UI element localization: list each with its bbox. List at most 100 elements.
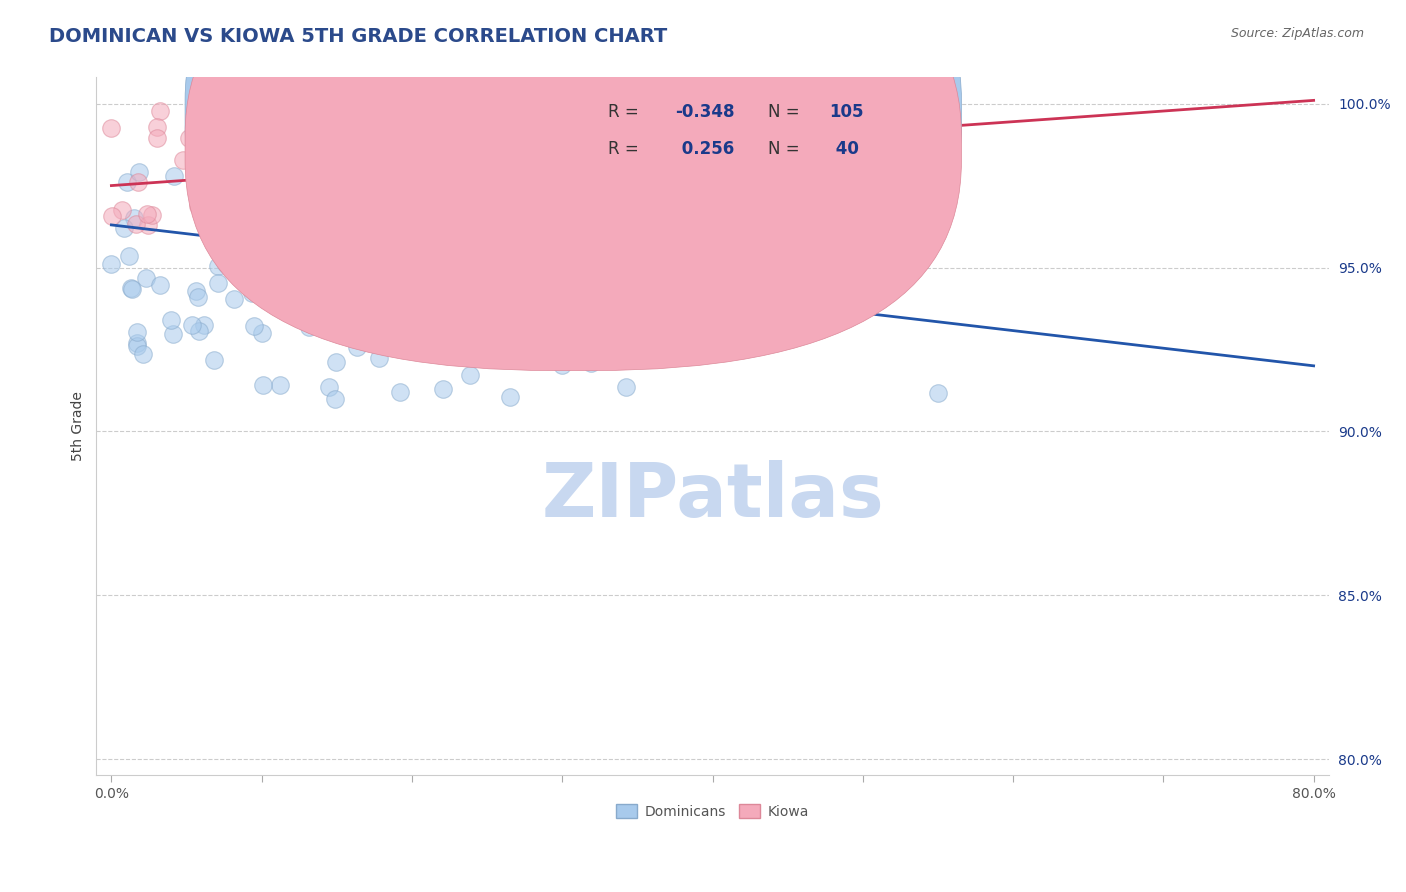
Text: ZIPatlas: ZIPatlas: [541, 459, 884, 533]
Point: [297, 188, 319, 202]
Point: [472, 265, 495, 279]
Text: N =: N =: [768, 140, 800, 158]
Point: [396, 247, 419, 261]
Point: [146, 120, 169, 134]
Point: [149, 104, 172, 119]
Text: -0.348: -0.348: [675, 103, 735, 121]
Point: [162, 327, 184, 342]
Point: [187, 198, 209, 212]
Point: [204, 193, 226, 207]
Point: [731, 151, 754, 165]
Point: [229, 179, 252, 194]
Point: [121, 281, 143, 295]
Point: [517, 191, 540, 205]
Point: [214, 257, 236, 271]
Point: [264, 192, 287, 206]
Point: [283, 240, 305, 254]
Point: [266, 296, 288, 310]
Point: [329, 227, 352, 241]
Point: [432, 383, 454, 397]
Point: [184, 284, 207, 298]
Point: [204, 352, 226, 367]
Point: [187, 324, 209, 338]
Point: [367, 351, 389, 366]
Point: [100, 257, 122, 271]
Point: [415, 190, 437, 204]
Point: [927, 386, 949, 401]
Point: [551, 358, 574, 372]
Point: [292, 256, 315, 270]
Point: [269, 377, 291, 392]
Point: [385, 205, 408, 219]
Text: R =: R =: [607, 103, 638, 121]
Text: 0.256: 0.256: [675, 140, 734, 158]
Text: 105: 105: [830, 103, 865, 121]
Point: [579, 356, 602, 370]
Text: 40: 40: [830, 140, 859, 158]
Point: [308, 162, 330, 177]
Point: [179, 131, 201, 145]
Point: [187, 290, 209, 304]
Point: [321, 235, 343, 249]
Point: [117, 249, 139, 263]
Point: [180, 318, 202, 332]
Point: [337, 278, 360, 293]
Point: [436, 226, 458, 240]
Point: [149, 277, 172, 292]
Point: [127, 176, 149, 190]
Point: [347, 327, 370, 342]
Point: [194, 172, 217, 186]
Point: [638, 115, 661, 129]
Point: [207, 259, 229, 273]
Text: N =: N =: [768, 103, 800, 121]
Point: [253, 115, 276, 129]
Point: [257, 234, 280, 248]
Point: [250, 326, 273, 341]
Point: [359, 145, 381, 160]
Point: [562, 187, 585, 202]
Point: [339, 190, 361, 204]
Point: [524, 342, 547, 356]
Point: [371, 303, 394, 318]
Point: [204, 235, 226, 249]
Point: [388, 265, 411, 279]
Point: [125, 336, 148, 351]
Point: [125, 339, 148, 353]
Point: [378, 201, 401, 215]
Point: [172, 153, 194, 167]
Point: [100, 121, 122, 136]
Point: [422, 177, 444, 191]
Point: [131, 346, 153, 360]
Point: [364, 239, 387, 253]
Point: [346, 340, 368, 354]
Point: [325, 355, 347, 369]
Text: Source: ZipAtlas.com: Source: ZipAtlas.com: [1230, 27, 1364, 40]
Point: [239, 268, 262, 283]
Point: [474, 193, 496, 207]
Point: [323, 271, 346, 285]
Point: [125, 217, 148, 231]
Point: [336, 321, 359, 335]
Point: [207, 277, 229, 291]
Point: [122, 211, 145, 226]
Text: DOMINICAN VS KIOWA 5TH GRADE CORRELATION CHART: DOMINICAN VS KIOWA 5TH GRADE CORRELATION…: [49, 27, 668, 45]
Point: [100, 209, 122, 223]
Point: [125, 326, 148, 340]
Point: [416, 288, 439, 302]
Legend: Dominicans, Kiowa: Dominicans, Kiowa: [610, 798, 814, 824]
Point: [319, 237, 342, 252]
Point: [318, 380, 340, 394]
Point: [371, 334, 394, 349]
Point: [509, 318, 531, 332]
Point: [273, 94, 295, 108]
Point: [569, 198, 592, 212]
Point: [614, 380, 637, 394]
Point: [277, 253, 299, 268]
Point: [536, 301, 558, 316]
Point: [399, 108, 422, 122]
FancyBboxPatch shape: [186, 0, 962, 335]
Point: [136, 218, 159, 232]
Point: [252, 378, 274, 392]
Point: [512, 318, 534, 332]
Point: [458, 368, 481, 383]
